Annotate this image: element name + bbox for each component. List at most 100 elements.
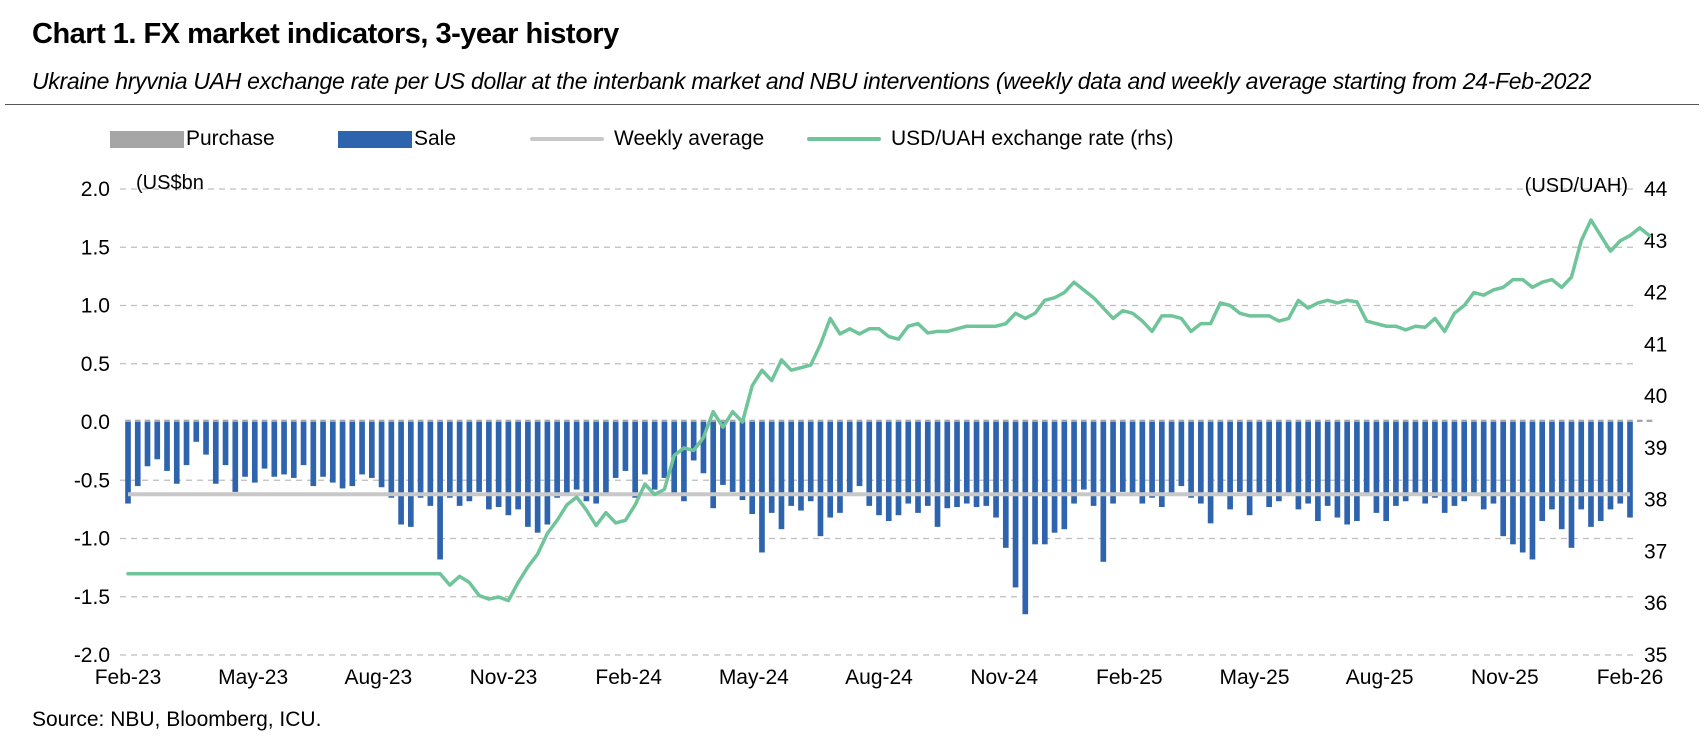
sale-bar bbox=[807, 422, 814, 502]
purchase-bar bbox=[320, 419, 326, 422]
y-tick-label-right: 36 bbox=[1644, 592, 1667, 615]
purchase-bar bbox=[1324, 419, 1331, 422]
sale-bar bbox=[1139, 422, 1146, 504]
sale-bar bbox=[690, 422, 697, 461]
purchase-bar bbox=[671, 419, 678, 422]
purchase-bar bbox=[486, 419, 492, 422]
sale-bar bbox=[681, 422, 687, 502]
y-tick-label-left: -1.0 bbox=[74, 528, 110, 551]
purchase-bar bbox=[417, 419, 424, 422]
y-tick-label-right: 37 bbox=[1644, 540, 1667, 563]
purchase-bar bbox=[1149, 419, 1155, 422]
purchase-bar bbox=[1529, 419, 1536, 422]
y-tick-label-left: -0.5 bbox=[74, 469, 110, 492]
sale-bar bbox=[1441, 422, 1448, 513]
purchase-bar bbox=[427, 419, 434, 422]
sale-bar bbox=[349, 422, 356, 487]
purchase-bar bbox=[759, 419, 765, 422]
sale-bar bbox=[534, 422, 541, 533]
purchase-bar bbox=[271, 419, 278, 422]
purchase-bar bbox=[222, 419, 229, 422]
sale-bar bbox=[1344, 422, 1350, 525]
sale-bar bbox=[1188, 422, 1194, 498]
purchase-bar bbox=[437, 419, 443, 422]
sale-bar bbox=[983, 422, 990, 506]
purchase-bar bbox=[895, 419, 902, 422]
sale-bar bbox=[1315, 422, 1321, 522]
purchase-bar bbox=[817, 419, 824, 422]
purchase-bar bbox=[164, 419, 170, 422]
purchase-bar bbox=[1510, 419, 1516, 422]
sale-bar bbox=[212, 422, 219, 484]
y-tick-label-left: 1.5 bbox=[81, 236, 110, 259]
x-tick-label: Feb-23 bbox=[95, 666, 162, 689]
sale-bar bbox=[876, 422, 882, 516]
purchase-bar bbox=[729, 419, 736, 422]
purchase-bar bbox=[1100, 419, 1107, 422]
purchase-bar bbox=[1276, 419, 1282, 422]
purchase-bar bbox=[203, 419, 209, 422]
sale-bar bbox=[144, 422, 151, 467]
sale-bar bbox=[369, 422, 375, 478]
purchase-bar bbox=[1139, 419, 1146, 422]
sale-bar bbox=[222, 422, 229, 466]
sale-bar bbox=[720, 422, 726, 485]
y-tick-label-left: -2.0 bbox=[74, 644, 110, 667]
sale-bar bbox=[1373, 422, 1380, 513]
sale-bar bbox=[1461, 422, 1468, 502]
purchase-bar bbox=[963, 419, 970, 422]
purchase-bar bbox=[1558, 419, 1565, 422]
sale-bar bbox=[905, 422, 912, 504]
purchase-bar bbox=[778, 419, 785, 422]
purchase-bar bbox=[1627, 419, 1633, 422]
title-divider bbox=[5, 104, 1699, 105]
sale-bar bbox=[973, 422, 980, 508]
purchase-bar bbox=[856, 419, 863, 422]
purchase-bar bbox=[329, 419, 336, 422]
sale-bar bbox=[632, 422, 638, 498]
sale-bar bbox=[1002, 422, 1009, 548]
purchase-bar bbox=[846, 419, 853, 422]
y-tick-label-left: 1.0 bbox=[81, 295, 110, 318]
sale-bar bbox=[427, 422, 434, 506]
y-tick-label-right: 35 bbox=[1644, 644, 1667, 667]
x-tick-label: Nov-23 bbox=[470, 666, 538, 689]
sale-bar bbox=[1168, 422, 1175, 495]
purchase-bar bbox=[837, 419, 843, 422]
purchase-bar bbox=[583, 419, 590, 422]
purchase-bar bbox=[212, 419, 219, 422]
legend-label-purchase: Purchase bbox=[186, 127, 275, 150]
purchase-bar bbox=[154, 419, 161, 422]
y-tick-label-right: 40 bbox=[1644, 385, 1667, 408]
sale-bar bbox=[1237, 422, 1243, 492]
sale-bar bbox=[320, 422, 326, 477]
sale-bar bbox=[134, 422, 141, 487]
sale-bar bbox=[505, 422, 512, 516]
purchase-bar bbox=[339, 419, 346, 422]
purchase-bar bbox=[1578, 419, 1585, 422]
sale-bar bbox=[408, 422, 414, 527]
sale-bar bbox=[1324, 422, 1331, 506]
sale-bar bbox=[1022, 422, 1029, 615]
purchase-bar bbox=[1178, 419, 1185, 422]
purchase-bar bbox=[1490, 419, 1497, 422]
sale-bar bbox=[544, 422, 551, 525]
purchase-bar bbox=[1168, 419, 1175, 422]
purchase-bar bbox=[134, 419, 141, 422]
sale-bar bbox=[1334, 422, 1341, 518]
sale-bar bbox=[329, 422, 336, 483]
sale-bar bbox=[388, 422, 395, 498]
sale-bar bbox=[1432, 422, 1438, 498]
purchase-bar bbox=[1237, 419, 1243, 422]
sale-bar bbox=[1080, 422, 1087, 490]
legend-item-exchange-rate: USD/UAH exchange rate (rhs) bbox=[807, 122, 1173, 156]
purchase-bar bbox=[408, 419, 414, 422]
sale-bar bbox=[944, 422, 951, 509]
legend-swatch-exchange-rate bbox=[807, 137, 881, 141]
sale-bar bbox=[1480, 422, 1487, 510]
purchase-bar bbox=[1080, 419, 1087, 422]
purchase-bar bbox=[1305, 419, 1311, 422]
purchase-bar bbox=[915, 419, 921, 422]
sale-bar bbox=[1276, 422, 1282, 502]
